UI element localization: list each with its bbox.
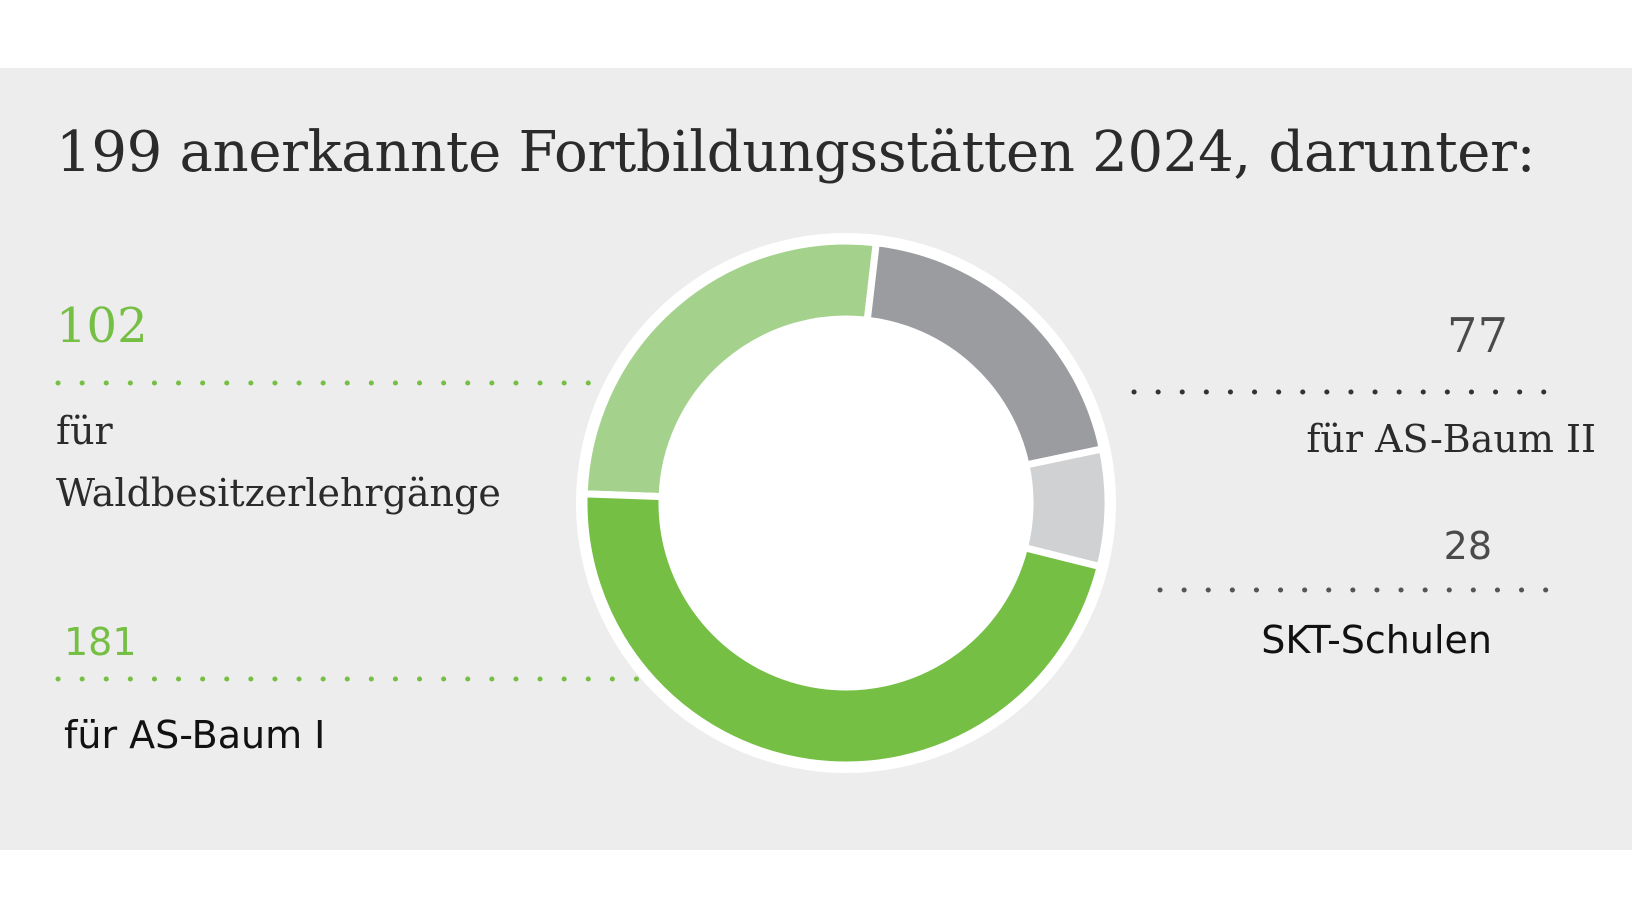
- chart-title: 199 anerkannte Fortbildungsstätten 2024,…: [56, 120, 1536, 185]
- donut-slice-0: [580, 237, 881, 501]
- value-skt: 28: [1443, 524, 1492, 568]
- label-waldbesitzer-line1: für: [56, 409, 113, 453]
- label-asbaum1: für AS-Baum I: [64, 713, 326, 757]
- donut-hole: [662, 319, 1030, 687]
- label-asbaum2: für AS-Baum II: [1306, 417, 1596, 461]
- donut-slices: [576, 233, 1116, 773]
- value-asbaum2: 77: [1446, 308, 1508, 364]
- value-asbaum1: 181: [64, 620, 137, 664]
- label-skt: SKT-Schulen: [1261, 618, 1492, 662]
- leader-lines: [55, 380, 1559, 682]
- label-waldbesitzer-line2: Waldbesitzerlehrgänge: [56, 471, 501, 515]
- value-waldbesitzer: 102: [56, 298, 148, 354]
